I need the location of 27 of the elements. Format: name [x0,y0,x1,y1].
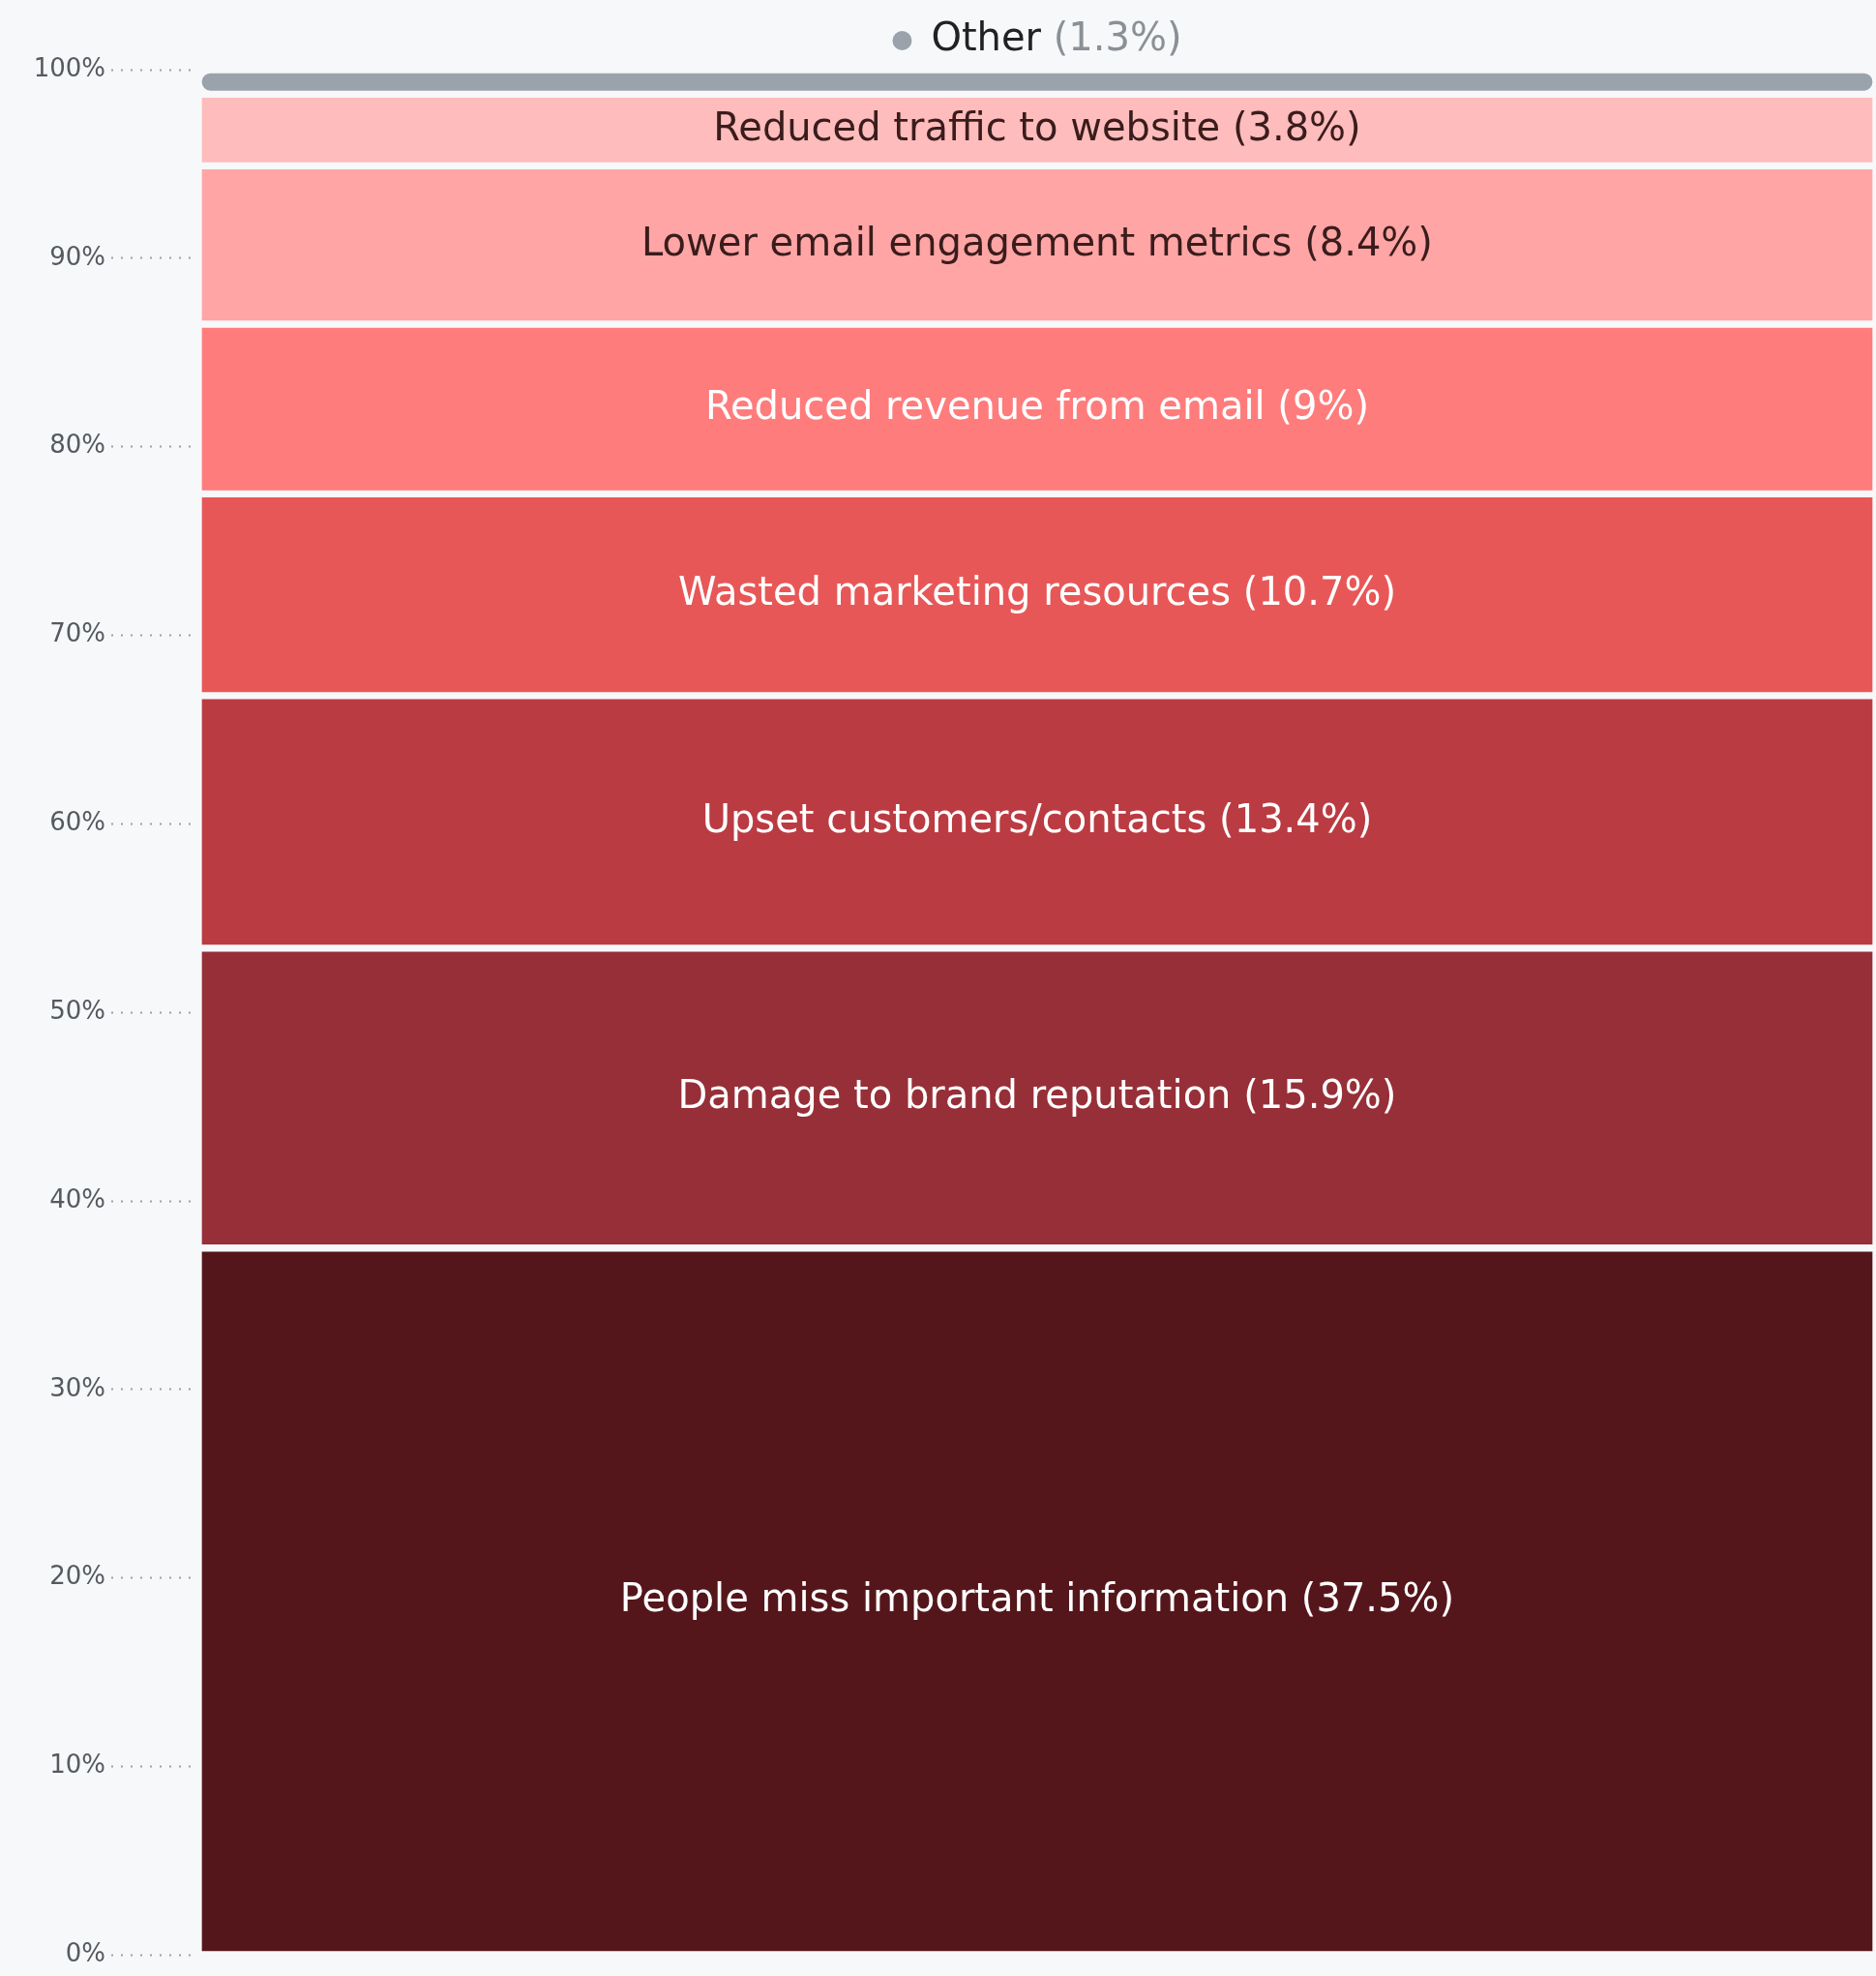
series-label: Reduced traffic to website [713,104,1221,149]
data-label: (9%) [1265,383,1370,429]
data-label: (3.8%) [1220,104,1361,149]
series-label: Reduced revenue from email [704,383,1266,429]
y-tick-label: 50% [49,995,105,1025]
series-label: People miss important information [619,1575,1290,1621]
y-tick-label: 90% [49,241,105,271]
y-tick-label: 80% [49,430,105,460]
data-label: (8.4%) [1292,219,1433,264]
y-tick-label: 70% [49,618,105,648]
data-label: (13.4%) [1206,795,1373,841]
data-label: (1.3%) [1041,15,1182,60]
y-tick-label: 60% [49,807,105,837]
y-tick-label: 100% [33,52,105,82]
y-tick-label: 0% [65,1938,105,1968]
data-label: (15.9%) [1231,1072,1397,1118]
series-label: Upset customers/contacts [701,795,1207,841]
series-label: Lower email engagement metrics [641,219,1293,264]
series-label: Damage to brand reputation [677,1072,1232,1118]
legend-label: Other [931,15,1042,60]
data-label: (37.5%) [1289,1575,1455,1621]
y-tick-label: 10% [49,1750,105,1780]
data-label: (10.7%) [1231,569,1397,614]
series-label: Wasted marketing resources [677,569,1232,614]
y-tick-label: 40% [49,1183,105,1213]
y-tick-label: 20% [49,1561,105,1591]
y-tick-label: 30% [49,1372,105,1402]
